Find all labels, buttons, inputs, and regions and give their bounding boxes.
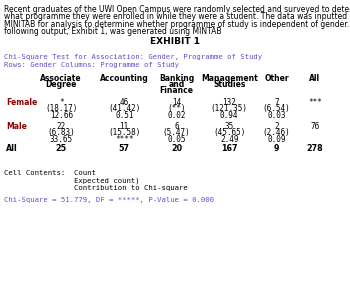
Text: EXHIBIT 1: EXHIBIT 1 xyxy=(150,37,200,46)
Text: Studies: Studies xyxy=(213,80,245,89)
Text: Chi-Square Test for Association: Gender, Programme of Study: Chi-Square Test for Association: Gender,… xyxy=(4,54,262,60)
Text: (41.42): (41.42) xyxy=(108,104,140,113)
Text: 33.65: 33.65 xyxy=(50,135,73,144)
Text: 11: 11 xyxy=(120,122,129,131)
Text: Contribution to Chi-square: Contribution to Chi-square xyxy=(4,185,188,191)
Text: Management: Management xyxy=(201,74,258,83)
Text: Rows: Gender Columns: Programme of Study: Rows: Gender Columns: Programme of Study xyxy=(4,62,179,68)
Text: Chi-Square = 51.779, DF = *****, P-Value = 0.000: Chi-Square = 51.779, DF = *****, P-Value… xyxy=(4,197,214,203)
Text: (18.17): (18.17) xyxy=(45,104,77,113)
Text: ****: **** xyxy=(115,135,133,144)
Text: Female: Female xyxy=(6,98,37,106)
Text: Recent graduates of the UWI Open Campus were randomly selected and surveyed to d: Recent graduates of the UWI Open Campus … xyxy=(4,5,350,14)
Text: 0.02: 0.02 xyxy=(168,111,186,120)
Text: (45.65): (45.65) xyxy=(213,128,245,137)
Text: 20: 20 xyxy=(171,144,182,153)
Text: All: All xyxy=(309,74,321,83)
Text: (5.47): (5.47) xyxy=(163,128,191,137)
Text: 57: 57 xyxy=(119,144,130,153)
Text: 167: 167 xyxy=(221,144,238,153)
Text: 22: 22 xyxy=(57,122,66,131)
Text: 6: 6 xyxy=(174,122,179,131)
Text: Expected count): Expected count) xyxy=(4,178,140,184)
Text: *: * xyxy=(59,98,64,106)
Text: 278: 278 xyxy=(307,144,323,153)
Text: 12.66: 12.66 xyxy=(50,111,73,120)
Text: Cell Contents:  Count: Cell Contents: Count xyxy=(4,170,96,176)
Text: 0.03: 0.03 xyxy=(267,111,286,120)
Text: what programme they were enrolled in while they were a student. The data was inp: what programme they were enrolled in whi… xyxy=(4,12,350,21)
Text: ***: *** xyxy=(308,98,322,106)
Text: (121.35): (121.35) xyxy=(211,104,248,113)
Text: 76: 76 xyxy=(310,122,320,131)
Text: 2: 2 xyxy=(274,122,279,131)
Text: 0.05: 0.05 xyxy=(168,135,186,144)
Text: (6.83): (6.83) xyxy=(47,128,75,137)
Text: MINITAB for analysis to determine whether programme of study is independent of g: MINITAB for analysis to determine whethe… xyxy=(4,20,350,29)
Text: (6.54): (6.54) xyxy=(262,104,290,113)
Text: 35: 35 xyxy=(225,122,234,131)
Text: 9: 9 xyxy=(274,144,279,153)
Text: Associate: Associate xyxy=(41,74,82,83)
Text: and: and xyxy=(169,80,185,89)
Text: 25: 25 xyxy=(56,144,67,153)
Text: Accounting: Accounting xyxy=(100,74,149,83)
Text: Banking: Banking xyxy=(159,74,194,83)
Text: Degree: Degree xyxy=(46,80,77,89)
Text: 0.51: 0.51 xyxy=(115,111,133,120)
Text: 0.09: 0.09 xyxy=(267,135,286,144)
Text: following output, Exhibit 1, was generated using MINTAB: following output, Exhibit 1, was generat… xyxy=(4,27,222,36)
Text: Finance: Finance xyxy=(160,86,194,95)
Text: Male: Male xyxy=(6,122,27,131)
Text: 7: 7 xyxy=(274,98,279,106)
Text: 0.94: 0.94 xyxy=(220,111,238,120)
Text: 14: 14 xyxy=(172,98,181,106)
Text: 132: 132 xyxy=(222,98,236,106)
Text: 46: 46 xyxy=(120,98,129,106)
Text: (15.58): (15.58) xyxy=(108,128,140,137)
Text: Other: Other xyxy=(264,74,289,83)
Text: All: All xyxy=(6,144,18,153)
Text: (2.46): (2.46) xyxy=(262,128,290,137)
Text: 2.49: 2.49 xyxy=(220,135,238,144)
Text: (**): (**) xyxy=(168,104,186,113)
